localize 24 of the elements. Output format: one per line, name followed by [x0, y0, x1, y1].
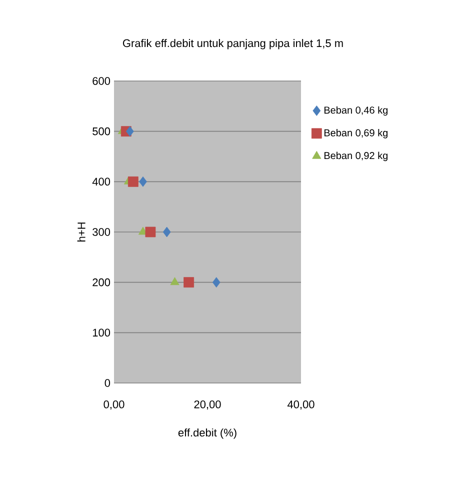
- y-tick-label: 500: [92, 127, 110, 136]
- x-axis-title: eff.debit (%): [178, 428, 236, 439]
- x-tick-label: 0,00: [104, 400, 124, 410]
- legend-label: Beban 0,46 kg: [324, 106, 388, 116]
- point: [128, 176, 138, 187]
- x-tick-label: 20,00: [194, 400, 221, 410]
- chart-title: Grafik eff.debit untuk panjang pipa inlet 1,5 m: [122, 39, 343, 50]
- y-tick-label: 600: [92, 77, 110, 85]
- y-tick-label: 300: [92, 228, 110, 236]
- point: [212, 277, 220, 288]
- y-tick-label: 200: [92, 278, 110, 286]
- x-tick-label: 40,00: [287, 400, 314, 410]
- y-tick-label: 400: [92, 178, 110, 186]
- point: [170, 277, 180, 286]
- point: [126, 126, 134, 137]
- point: [145, 226, 156, 238]
- legend-label: Beban 0,92 kg: [324, 152, 388, 162]
- legend-label: Beban 0,69 kg: [324, 129, 388, 138]
- point: [184, 277, 194, 288]
- y-tick-label: 0: [104, 379, 110, 387]
- y-axis-title: h+H: [77, 222, 86, 242]
- point: [162, 226, 171, 238]
- y-tick-label: 100: [92, 328, 110, 337]
- point: [139, 176, 147, 187]
